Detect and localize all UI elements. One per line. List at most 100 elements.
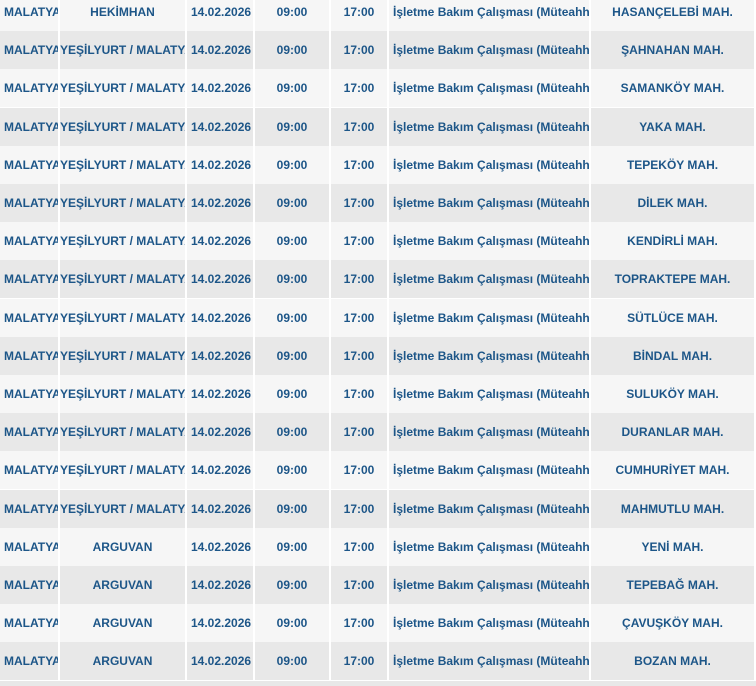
start-time-cell: 09:00 [255, 604, 331, 643]
table-row: MALATYA YEŞİLYURT / MALATYA 14.02.2026 09:0… [0, 298, 756, 337]
date-cell: 14.02.2026 [187, 184, 255, 222]
province-cell: MALATYA [0, 413, 60, 452]
start-time-cell: 09:00 [255, 260, 331, 299]
table-row: MALATYA YEŞİLYURT / MALATYA 14.02.2026 09:0… [0, 145, 756, 184]
reason-cell: İşletme Bakım Çalışması (Müteahhit) [389, 642, 591, 681]
end-time-cell: 17:00 [331, 451, 389, 490]
date-cell: 14.02.2026 [187, 0, 255, 31]
reason-cell: İşletme Bakım Çalışması (Müteahhit) [389, 260, 591, 299]
date-cell: 14.02.2026 [187, 31, 255, 70]
start-time-cell: 09:00 [255, 145, 331, 184]
neighborhood-cell: SÜTLÜCE MAH. [591, 298, 756, 337]
date-cell: 14.02.2026 [187, 375, 255, 413]
province-cell: MALATYA [0, 375, 60, 413]
date-cell: 14.02.2026 [187, 336, 255, 375]
table-row: MALATYA YEŞİLYURT / MALATYA 14.02.2026 09:0… [0, 451, 756, 490]
end-time-cell: 17:00 [331, 642, 389, 681]
date-cell: 14.02.2026 [187, 298, 255, 337]
neighborhood-cell: MAHMUTLU MAH. [591, 489, 756, 528]
start-time-cell: 09:00 [255, 527, 331, 566]
date-cell: 14.02.2026 [187, 489, 255, 528]
neighborhood-cell: TOPRAKTEPE MAH. [591, 260, 756, 299]
end-time-cell: 17:00 [331, 69, 389, 108]
district-cell: YEŞİLYURT / MALATYA [60, 145, 187, 184]
district-cell: HEKİMHAN [60, 0, 187, 31]
district-cell: YEŞİLYURT / MALATYA [60, 451, 187, 490]
table-row: MALATYA YEŞİLYURT / MALATYA 14.02.2026 09:0… [0, 31, 756, 70]
district-cell: YEŞİLYURT / MALATYA [60, 375, 187, 413]
table-row: MALATYA YEŞİLYURT / MALATYA 14.02.2026 09:0… [0, 336, 756, 375]
province-cell: MALATYA [0, 451, 60, 490]
end-time-cell: 17:00 [331, 413, 389, 452]
date-cell: 14.02.2026 [187, 260, 255, 299]
neighborhood-cell: YENİ MAH. [591, 527, 756, 566]
date-cell: 14.02.2026 [187, 222, 255, 261]
date-cell: 14.02.2026 [187, 527, 255, 566]
end-time-cell: 17:00 [331, 489, 389, 528]
reason-cell: İşletme Bakım Çalışması (Müteahhit) [389, 0, 591, 31]
date-cell: 14.02.2026 [187, 642, 255, 681]
start-time-cell: 09:00 [255, 489, 331, 528]
date-cell: 14.02.2026 [187, 451, 255, 490]
province-cell: MALATYA [0, 336, 60, 375]
date-cell: 14.02.2026 [187, 107, 255, 146]
table-row: MALATYA ARGUVAN 14.02.2026 09:00 17:00 İşletm… [0, 642, 756, 681]
province-cell: MALATYA [0, 566, 60, 604]
neighborhood-cell: BİNDAL MAH. [591, 336, 756, 375]
district-cell: YEŞİLYURT / MALATYA [60, 298, 187, 337]
reason-cell: İşletme Bakım Çalışması (Müteahhit) [389, 222, 591, 261]
province-cell: MALATYA [0, 31, 60, 70]
reason-cell: İşletme Bakım Çalışması (Müteahhit) [389, 604, 591, 643]
end-time-cell: 17:00 [331, 31, 389, 70]
reason-cell: İşletme Bakım Çalışması (Müteahhit) [389, 566, 591, 604]
neighborhood-cell: HASANÇELEBİ MAH. [591, 0, 756, 31]
start-time-cell: 09:00 [255, 413, 331, 452]
table-row: MALATYA YEŞİLYURT / MALATYA 14.02.2026 09:0… [0, 69, 756, 108]
date-cell: 14.02.2026 [187, 604, 255, 643]
province-cell: MALATYA [0, 260, 60, 299]
table-row: MALATYA HEKİMHAN 14.02.2026 09:00 17:00 İşlet… [0, 0, 756, 31]
neighborhood-cell: KENDİRLİ MAH. [591, 222, 756, 261]
end-time-cell: 17:00 [331, 0, 389, 31]
start-time-cell: 09:00 [255, 298, 331, 337]
start-time-cell: 09:00 [255, 336, 331, 375]
next-row [0, 681, 756, 686]
province-cell: MALATYA [0, 527, 60, 566]
province-cell: MALATYA [0, 145, 60, 184]
district-cell: ARGUVAN [60, 604, 187, 643]
district-cell: YEŞİLYURT / MALATYA [60, 222, 187, 261]
district-cell: ARGUVAN [60, 642, 187, 681]
neighborhood-cell: CUMHURİYET MAH. [591, 451, 756, 490]
neighborhood-cell: SULUKÖY MAH. [591, 375, 756, 413]
end-time-cell: 17:00 [331, 184, 389, 222]
reason-cell: İşletme Bakım Çalışması (Müteahhit) [389, 69, 591, 108]
district-cell: YEŞİLYURT / MALATYA [60, 413, 187, 452]
start-time-cell: 09:00 [255, 451, 331, 490]
neighborhood-cell: ŞAHNAHAN MAH. [591, 31, 756, 70]
neighborhood-cell: DİLEK MAH. [591, 184, 756, 222]
start-time-cell: 09:00 [255, 375, 331, 413]
district-cell: YEŞİLYURT / MALATYA [60, 69, 187, 108]
date-cell: 14.02.2026 [187, 566, 255, 604]
table-row: MALATYA YEŞİLYURT / MALATYA 14.02.2026 09:0… [0, 260, 756, 299]
province-cell: MALATYA [0, 107, 60, 146]
province-cell: MALATYA [0, 0, 60, 31]
province-cell: MALATYA [0, 642, 60, 681]
district-cell: YEŞİLYURT / MALATYA [60, 31, 187, 70]
date-cell: 14.02.2026 [187, 145, 255, 184]
table-row: MALATYA YEŞİLYURT / MALATYA 14.02.2026 09:0… [0, 375, 756, 413]
reason-cell: İşletme Bakım Çalışması (Müteahhit) [389, 489, 591, 528]
neighborhood-cell: ÇAVUŞKÖY MAH. [591, 604, 756, 643]
start-time-cell: 09:00 [255, 566, 331, 604]
end-time-cell: 17:00 [331, 222, 389, 261]
reason-cell: İşletme Bakım Çalışması (Müteahhit) [389, 145, 591, 184]
reason-cell: İşletme Bakım Çalışması (Müteahhit) [389, 451, 591, 490]
reason-cell: İşletme Bakım Çalışması (Müteahhit) [389, 336, 591, 375]
neighborhood-cell: TEPEBAĞ MAH. [591, 566, 756, 604]
end-time-cell: 17:00 [331, 107, 389, 146]
district-cell: YEŞİLYURT / MALATYA [60, 184, 187, 222]
start-time-cell: 09:00 [255, 31, 331, 70]
table-row: MALATYA YEŞİLYURT / MALATYA 14.02.2026 09:0… [0, 413, 756, 452]
end-time-cell: 17:00 [331, 527, 389, 566]
start-time-cell: 09:00 [255, 69, 331, 108]
